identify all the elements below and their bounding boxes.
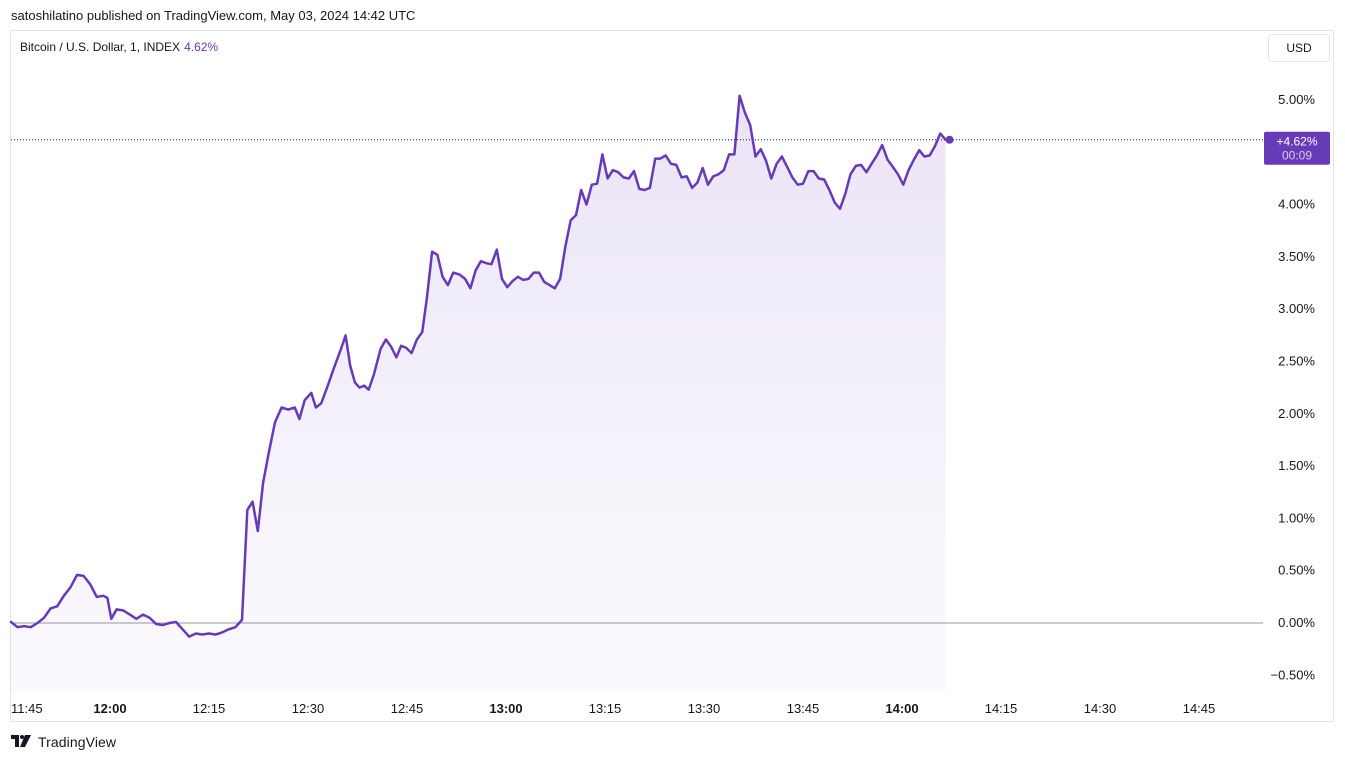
x-tick-label: 11:45 xyxy=(11,701,43,716)
x-tick-label: 12:45 xyxy=(391,701,424,716)
x-tick-label: 12:00 xyxy=(93,701,126,716)
tradingview-logo-icon xyxy=(11,735,31,747)
y-tick-label: 2.00% xyxy=(1278,406,1315,421)
x-tick-label: 14:15 xyxy=(985,701,1018,716)
last-price-tag-countdown: 00:09 xyxy=(1282,149,1312,163)
x-tick-label: 13:00 xyxy=(489,701,522,716)
y-tick-label: 1.00% xyxy=(1278,510,1315,525)
x-tick-label: 13:45 xyxy=(787,701,820,716)
y-tick-label: 3.00% xyxy=(1278,301,1315,316)
symbol-legend: Bitcoin / U.S. Dollar, 1, INDEX 4.62% xyxy=(20,40,218,54)
y-tick-label: 1.50% xyxy=(1278,458,1315,473)
tradingview-wordmark: TradingView xyxy=(38,734,117,750)
area-fill xyxy=(11,95,946,693)
currency-button[interactable]: USD xyxy=(1268,34,1330,62)
x-tick-label: 12:15 xyxy=(193,701,226,716)
publisher-line: satoshilatino published on TradingView.c… xyxy=(11,8,416,23)
y-tick-label: 0.00% xyxy=(1278,615,1315,630)
symbol-title: Bitcoin / U.S. Dollar, 1, INDEX xyxy=(20,40,181,54)
x-tick-label: 13:15 xyxy=(589,701,622,716)
tradingview-brand[interactable]: TradingView xyxy=(11,734,116,750)
chart-frame xyxy=(10,30,1334,722)
series-line xyxy=(9,94,947,638)
x-tick-label: 12:30 xyxy=(292,701,325,716)
y-tick-label: 3.50% xyxy=(1278,249,1315,264)
x-tick-label: 13:30 xyxy=(688,701,721,716)
x-tick-label: 14:45 xyxy=(1183,701,1216,716)
last-price-tag xyxy=(1264,131,1330,165)
x-tick-label: 14:00 xyxy=(885,701,918,716)
y-tick-label: 5.00% xyxy=(1278,92,1315,107)
y-tick-label: −0.50% xyxy=(1271,667,1316,682)
x-tick-label: 14:30 xyxy=(1084,701,1117,716)
symbol-change: 4.62% xyxy=(184,40,219,54)
last-price-tag-value: +4.62% xyxy=(1276,135,1317,149)
last-point-marker xyxy=(945,135,954,144)
y-tick-label: 0.50% xyxy=(1278,563,1315,578)
y-tick-label: 2.50% xyxy=(1278,354,1315,369)
y-tick-label: 4.00% xyxy=(1278,197,1315,212)
